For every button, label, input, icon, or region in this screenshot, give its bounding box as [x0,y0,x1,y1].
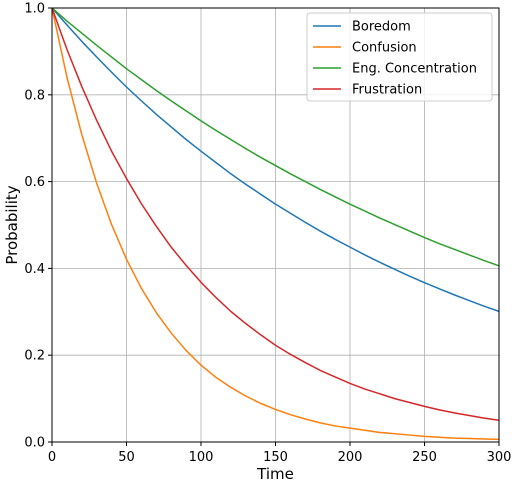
x-tick-label: 250 [412,450,437,465]
y-tick-label: 0.4 [24,262,45,277]
legend-label-frustration: Frustration [352,83,422,98]
series-line-boredom [51,7,500,313]
y-tick-label: 0.2 [24,349,45,364]
series-lines [51,7,500,441]
y-axis-label: Probability [3,185,21,264]
legend-box [306,12,493,102]
x-tick-label: 300 [487,450,512,465]
y-tick-label: 0.8 [24,88,45,103]
legend-label-boredom: Boredom [352,20,411,35]
x-tick-label: 50 [118,450,135,465]
series-line-eng-concentration [51,7,500,267]
legend-label-confusion: Confusion [352,41,417,56]
x-tick-label: 150 [263,450,288,465]
y-tick-label: 0.0 [24,436,45,451]
series-line-confusion [51,7,500,441]
legend: Boredom Confusion Eng. Concentration Frustr… [306,12,493,102]
series-line-frustration [51,7,500,422]
y-tick-label: 1.0 [24,2,45,17]
x-axis-label: Time [256,465,294,483]
x-tick-label: 100 [189,450,214,465]
x-tick-label: 200 [338,450,363,465]
axis-ticks: 0 50 100 150 200 250 300 0.0 0.2 0.4 0.6 0.8 1.0 [24,2,511,466]
x-tick-label: 0 [48,450,56,465]
y-tick-label: 0.6 [24,175,45,190]
legend-label-eng-concentration: Eng. Concentration [352,62,477,77]
